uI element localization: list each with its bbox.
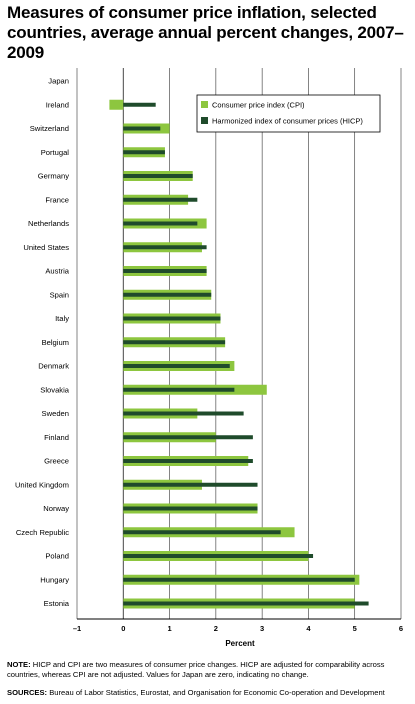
category-label: Poland xyxy=(45,552,69,561)
category-label: Finland xyxy=(44,433,69,442)
bar-hicp xyxy=(123,269,207,273)
bar-hicp xyxy=(123,459,253,463)
legend-swatch-hicp xyxy=(201,117,208,124)
note-text: HICP and CPI are two measures of consume… xyxy=(7,660,385,679)
bar-hicp xyxy=(123,364,230,368)
bar-hicp xyxy=(123,126,161,131)
note-label: NOTE: xyxy=(7,660,31,669)
legend-box xyxy=(196,94,381,133)
bar-hicp xyxy=(123,221,198,226)
bar-hicp xyxy=(123,316,221,321)
grid-layer xyxy=(76,68,402,620)
bar-hicp xyxy=(123,174,193,178)
x-tick-label: –1 xyxy=(73,624,81,633)
category-label: Portugal xyxy=(41,148,70,157)
legend: Consumer price index (CPI) Harmonized in… xyxy=(196,94,381,133)
x-tick-label: 1 xyxy=(167,624,171,633)
bar-hicp xyxy=(123,245,207,250)
bar-hicp xyxy=(123,530,281,535)
bars-layer xyxy=(109,99,369,609)
category-labels: Japan Ireland Switzerland Portugal Germany Fr… xyxy=(15,77,70,609)
category-label: Germany xyxy=(38,172,69,181)
x-tick-label: 4 xyxy=(306,624,311,633)
bar-hicp xyxy=(123,554,314,558)
category-label: Spain xyxy=(50,290,69,299)
category-label: Slovakia xyxy=(40,385,69,394)
category-label: Switzerland xyxy=(30,124,69,133)
bar-hicp xyxy=(123,435,253,440)
bar-cpi xyxy=(109,99,124,110)
bar-hicp xyxy=(123,506,258,511)
category-label: Estonia xyxy=(44,599,70,608)
category-label: Czech Republic xyxy=(16,528,69,537)
bar-hicp xyxy=(123,150,165,155)
category-label: Belgium xyxy=(42,338,69,347)
bar-hicp xyxy=(123,340,226,345)
category-label: Sweden xyxy=(42,409,69,418)
footnote: NOTE: HICP and CPI are two measures of c… xyxy=(7,660,409,680)
sources-label: SOURCES: xyxy=(7,688,48,697)
x-tick-labels: –1 0 1 2 3 4 5 6 xyxy=(73,624,403,633)
x-axis-label: Percent xyxy=(225,639,255,648)
legend-label-hicp: Harmonized index of consumer prices (HIC… xyxy=(212,117,363,126)
bar-hicp xyxy=(123,292,212,297)
category-label: United States xyxy=(23,243,69,252)
category-label: Denmark xyxy=(38,362,69,371)
legend-label-cpi: Consumer price index (CPI) xyxy=(212,101,305,110)
category-label: Japan xyxy=(48,77,69,86)
bar-hicp xyxy=(123,601,369,606)
bar-hicp xyxy=(123,482,258,487)
category-label: Italy xyxy=(55,314,69,323)
category-label: Greece xyxy=(44,457,69,466)
category-label: United Kingdom xyxy=(15,480,69,489)
bar-hicp xyxy=(123,102,156,107)
x-tick-label: 3 xyxy=(260,624,264,633)
x-tick-label: 2 xyxy=(214,624,218,633)
category-label: Norway xyxy=(43,504,69,513)
bar-hicp xyxy=(123,387,235,392)
x-tick-label: 5 xyxy=(353,624,357,633)
bar-hicp xyxy=(123,577,355,582)
sources-text: Bureau of Labor Statistics, Eurostat, an… xyxy=(49,688,385,697)
legend-swatch-cpi xyxy=(201,101,208,108)
category-label: Netherlands xyxy=(28,219,69,228)
bar-hicp xyxy=(123,197,198,202)
sources: SOURCES: Bureau of Labor Statistics, Eur… xyxy=(7,688,409,698)
bar-hicp xyxy=(123,411,244,416)
x-tick-label: 0 xyxy=(121,624,125,633)
category-label: Ireland xyxy=(46,100,69,109)
chart-title: Measures of consumer price inflation, se… xyxy=(7,3,404,62)
x-tick-label: 6 xyxy=(399,624,403,633)
category-label: Hungary xyxy=(40,575,69,584)
category-label: Austria xyxy=(45,267,69,276)
category-label: France xyxy=(45,195,69,204)
